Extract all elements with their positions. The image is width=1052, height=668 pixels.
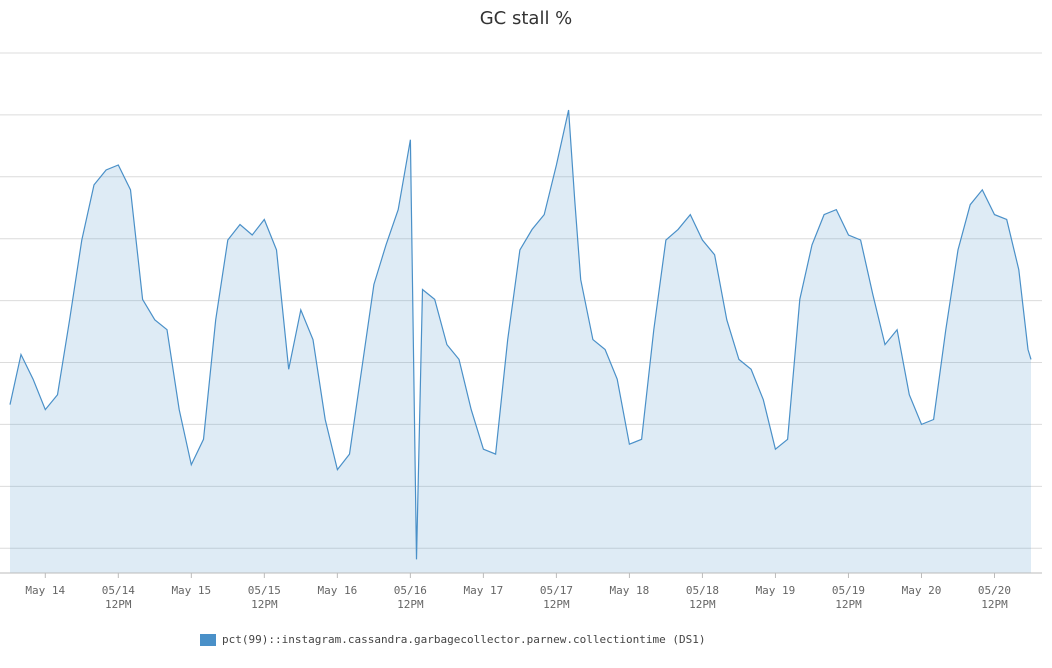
x-tick-label: May 17 (463, 584, 504, 597)
x-tick-label: 05/19 12PM (831, 584, 866, 611)
x-tick-label: May 14 (25, 584, 66, 597)
x-tick-label: 05/20 12PM (977, 584, 1012, 611)
chart-title: GC stall % (479, 8, 573, 29)
x-tick-label: May 18 (609, 584, 650, 597)
x-tick-label: 05/17 12PM (539, 584, 573, 611)
series-line (9, 109, 1032, 560)
x-tick-label: 05/14 12PM (101, 584, 135, 611)
x-tick-label: 05/16 12PM (393, 584, 427, 611)
legend: pct(99)::instagram.cassandra.garbagecoll… (200, 632, 705, 648)
x-tick-label: May 19 (755, 584, 796, 597)
x-tick-label: 05/18 12PM (685, 584, 719, 611)
legend-label: pct(99)::instagram.cassandra.garbagecoll… (222, 633, 706, 646)
x-tick-label: May 15 (171, 584, 212, 597)
x-tick-label: 05/15 12PM (247, 584, 281, 611)
x-tick-label: May 16 (317, 584, 358, 597)
legend-swatch (200, 634, 216, 646)
x-tick-label: May 20 (901, 584, 942, 597)
area-fill (10, 110, 1031, 573)
